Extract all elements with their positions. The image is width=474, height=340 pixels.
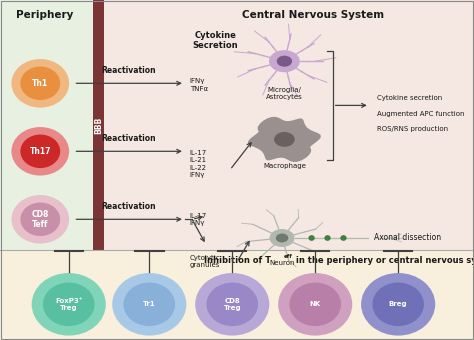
Text: ROS/RNS production: ROS/RNS production [377, 126, 448, 132]
Ellipse shape [32, 273, 106, 336]
Bar [95, 0, 474, 250]
Ellipse shape [270, 229, 294, 247]
Ellipse shape [207, 283, 258, 326]
Ellipse shape [361, 273, 435, 336]
Ellipse shape [11, 195, 69, 243]
Text: Reactivation: Reactivation [101, 66, 156, 75]
Text: eff: eff [283, 254, 292, 259]
Text: Periphery: Periphery [16, 10, 74, 20]
Text: Cytokine
Secretion: Cytokine Secretion [193, 31, 238, 50]
Text: Axonal dissection: Axonal dissection [374, 234, 442, 242]
Text: in the periphery or central nervous system: in the periphery or central nervous syst… [293, 256, 474, 265]
Text: Neuron: Neuron [269, 260, 295, 266]
Ellipse shape [269, 50, 300, 72]
Ellipse shape [20, 67, 60, 100]
Ellipse shape [309, 235, 315, 241]
Ellipse shape [373, 283, 424, 326]
Text: Augmented APC function: Augmented APC function [377, 110, 465, 117]
Text: Th1: Th1 [32, 79, 48, 88]
Text: Cytokine secretion: Cytokine secretion [377, 95, 442, 101]
Ellipse shape [11, 127, 69, 175]
Ellipse shape [43, 283, 94, 326]
Text: Reactivation: Reactivation [101, 134, 156, 143]
Ellipse shape [20, 135, 60, 168]
Ellipse shape [195, 273, 269, 336]
Ellipse shape [340, 235, 346, 241]
Text: Th17: Th17 [29, 147, 51, 156]
Text: Microglia/
Astrocytes: Microglia/ Astrocytes [266, 87, 303, 100]
Text: NK: NK [310, 301, 321, 307]
Text: BBB: BBB [94, 116, 103, 134]
Text: Tr1: Tr1 [143, 301, 155, 307]
Text: CD8
Treg: CD8 Treg [223, 298, 241, 311]
Ellipse shape [290, 283, 341, 326]
Ellipse shape [278, 273, 352, 336]
Ellipse shape [20, 203, 60, 236]
Bar [0, 0, 95, 250]
Text: Central Nervous System: Central Nervous System [242, 10, 384, 20]
Ellipse shape [112, 273, 186, 336]
Text: IL-17
IFNγ: IL-17 IFNγ [190, 212, 207, 226]
Text: IL-17
IL-21
IL-22
IFNγ: IL-17 IL-21 IL-22 IFNγ [190, 150, 207, 178]
Bar [0, 250, 474, 340]
Ellipse shape [276, 234, 288, 242]
Text: Macrophage: Macrophage [263, 163, 306, 169]
Ellipse shape [124, 283, 175, 326]
Text: Cytolytic
granules: Cytolytic granules [190, 255, 220, 269]
Bar [93, 0, 104, 250]
Text: CD8
Teff: CD8 Teff [32, 209, 49, 229]
Text: Reactivation: Reactivation [101, 202, 156, 211]
Ellipse shape [274, 132, 295, 147]
Ellipse shape [11, 59, 69, 107]
Text: Inhibition of T: Inhibition of T [203, 256, 271, 265]
Text: IFNγ
TNFα: IFNγ TNFα [190, 78, 208, 92]
Text: Breg: Breg [389, 301, 408, 307]
Ellipse shape [324, 235, 331, 241]
Ellipse shape [277, 56, 292, 67]
Polygon shape [249, 118, 320, 161]
Text: FoxP3⁺
Treg: FoxP3⁺ Treg [55, 298, 82, 311]
